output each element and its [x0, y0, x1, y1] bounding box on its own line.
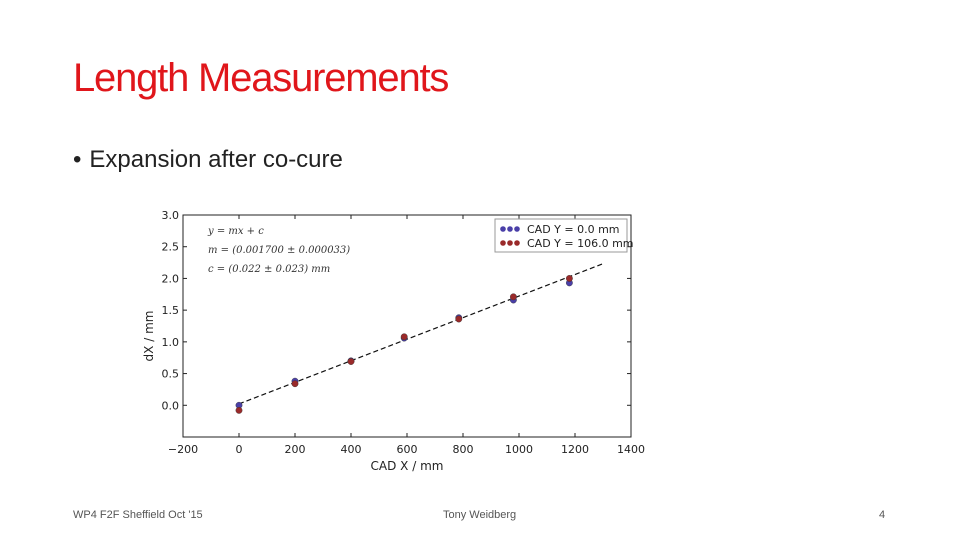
y-tick-label: 1.0 — [162, 336, 180, 349]
data-point-series-2 — [565, 275, 573, 282]
y-tick-label: 2.0 — [162, 272, 180, 285]
chart-legend: CAD Y = 0.0 mm CAD Y = 106.0 mm — [494, 218, 634, 253]
legend-marker-series-2 — [507, 240, 513, 246]
y-axis-label: dX / mm — [142, 311, 156, 362]
chart-svg: −200 0 200 400 600 800 1000 1200 1400 0.0 0.5 1.0 1.… — [142, 209, 646, 473]
y-tick-label: 0.5 — [162, 368, 180, 381]
legend-label-series-2: CAD Y = 106.0 mm — [527, 237, 634, 250]
annotation-equation: y = mx + c — [207, 226, 264, 237]
fit-line-layer — [238, 263, 604, 405]
bullet-text: Expansion after co-cure — [89, 146, 343, 173]
legend-marker-series-2 — [500, 240, 506, 246]
data-point-series-2 — [235, 406, 243, 414]
slide-title: Length Measurements — [73, 56, 449, 100]
x-tick-label: 1200 — [561, 443, 589, 456]
legend-marker-series-1 — [514, 226, 520, 232]
x-tick-label: 800 — [453, 443, 474, 456]
data-points — [235, 275, 573, 414]
data-point-series-2 — [347, 358, 355, 365]
x-tick-label: 400 — [341, 443, 362, 456]
annotation-intercept: c = (0.022 ± 0.023) mm — [208, 264, 330, 275]
scatter-chart: −200 0 200 400 600 800 1000 1200 1400 0.0 0.5 1.0 1.… — [138, 205, 658, 485]
footer-author: Tony Weidberg — [443, 509, 517, 521]
x-tick-label: 1000 — [505, 443, 533, 456]
slide-number: 4 — [879, 509, 886, 521]
x-tick-label: 200 — [285, 443, 306, 456]
legend-label-series-1: CAD Y = 0.0 mm — [527, 223, 620, 236]
data-point-series-2 — [291, 380, 299, 388]
y-tick-label: 0.0 — [162, 399, 180, 412]
data-point-series-2 — [455, 315, 463, 323]
legend-box — [494, 218, 628, 253]
x-axis-label: CAD X / mm — [371, 459, 444, 473]
data-point-series-2 — [400, 333, 408, 341]
legend-entry-series-1: CAD Y = 0.0 mm — [500, 223, 620, 236]
y-tick-label: 2.5 — [162, 241, 180, 254]
x-tick-label: 600 — [397, 443, 418, 456]
x-tick-label: −200 — [168, 443, 198, 456]
fit-annotations: y = mx + c m = (0.001700 ± 0.000033) c =… — [207, 226, 350, 275]
bullet-item: • Expansion after co-cure — [73, 146, 343, 174]
legend-marker-series-1 — [507, 226, 513, 232]
legend-entry-series-2: CAD Y = 106.0 mm — [500, 237, 634, 250]
axis-ticks: −200 0 200 400 600 800 1000 1200 1400 0.0 0.5 1.0 1.… — [162, 209, 646, 456]
legend-marker-series-2 — [514, 240, 520, 246]
bullet-symbol: • — [73, 146, 82, 173]
footer-event: WP4 F2F Sheffield Oct '15 — [73, 509, 203, 521]
annotation-slope: m = (0.001700 ± 0.000033) — [208, 245, 350, 256]
legend-marker-series-1 — [500, 226, 506, 232]
fit-line — [238, 263, 604, 405]
y-tick-label: 1.5 — [162, 304, 180, 317]
x-tick-label: 1400 — [617, 443, 645, 456]
data-point-series-2 — [509, 293, 517, 301]
y-tick-label: 3.0 — [162, 209, 180, 222]
x-tick-label: 0 — [236, 443, 243, 456]
